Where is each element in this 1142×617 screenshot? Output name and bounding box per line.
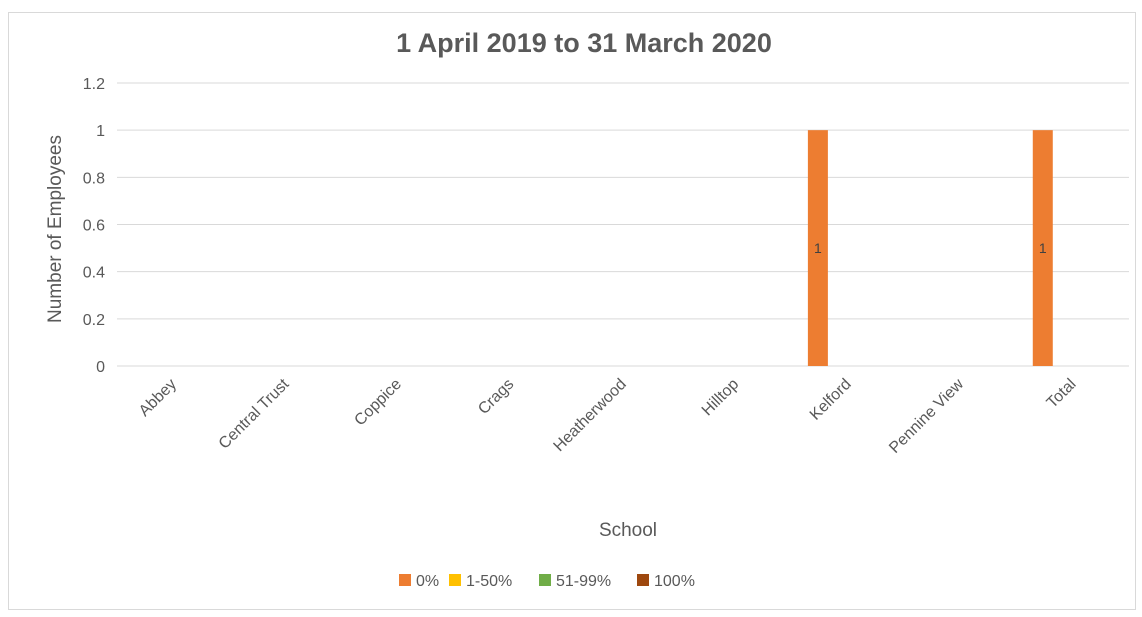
bar[interactable] <box>1032 130 1053 366</box>
x-tick-label: Coppice <box>351 376 405 430</box>
y-tick-label: 0.6 <box>83 218 105 235</box>
gridlines <box>117 82 1129 367</box>
x-tick-label: Crags <box>475 376 517 418</box>
legend-item[interactable]: 1-50% <box>449 573 512 590</box>
legend-swatch <box>399 574 411 586</box>
y-axis-label: Number of Employees <box>45 135 66 323</box>
legend-label: 1-50% <box>466 573 512 590</box>
x-tick-label: Central Trust <box>216 375 293 452</box>
chart-frame: 1 April 2019 to 31 March 2020 0 0.2 0.4 0.6… <box>8 12 1136 610</box>
x-tick-label: Pennine View <box>886 375 967 456</box>
bar[interactable] <box>807 130 828 366</box>
x-tick-label: Abbey <box>136 376 180 420</box>
legend[interactable]: 0% 1-50% 51-99% 100% <box>399 573 695 590</box>
legend-swatch <box>449 574 461 586</box>
legend-swatch <box>539 574 551 586</box>
legend-label: 100% <box>654 573 695 590</box>
legend-swatch <box>637 574 649 586</box>
x-tick-label: Heatherwood <box>551 376 630 455</box>
legend-item[interactable]: 0% <box>399 573 439 590</box>
x-tick-label: Kelford <box>807 376 855 424</box>
x-tick-label: Hilltop <box>699 376 743 420</box>
data-label: 1 <box>814 240 822 256</box>
x-axis-ticks: Abbey Central Trust Coppice Crags Heatherwoo… <box>136 375 1080 456</box>
data-label: 1 <box>1039 240 1047 256</box>
y-tick-label: 0.4 <box>83 265 105 282</box>
y-tick-label: 1 <box>96 123 105 140</box>
y-tick-label: 0.2 <box>83 312 105 329</box>
y-axis-ticks: 0 0.2 0.4 0.6 0.8 1 1.2 <box>83 76 105 376</box>
legend-item[interactable]: 51-99% <box>539 573 611 590</box>
y-tick-label: 1.2 <box>83 76 105 93</box>
y-tick-label: 0.8 <box>83 170 105 187</box>
legend-label: 51-99% <box>556 573 611 590</box>
y-tick-label: 0 <box>96 359 105 376</box>
chart-title: 1 April 2019 to 31 March 2020 <box>396 28 772 58</box>
x-axis-label: School <box>599 520 657 541</box>
legend-label: 0% <box>416 573 439 590</box>
x-tick-label: Total <box>1044 376 1080 412</box>
bar-chart: 1 April 2019 to 31 March 2020 0 0.2 0.4 0.6… <box>45 28 1129 590</box>
legend-item[interactable]: 100% <box>637 573 695 590</box>
